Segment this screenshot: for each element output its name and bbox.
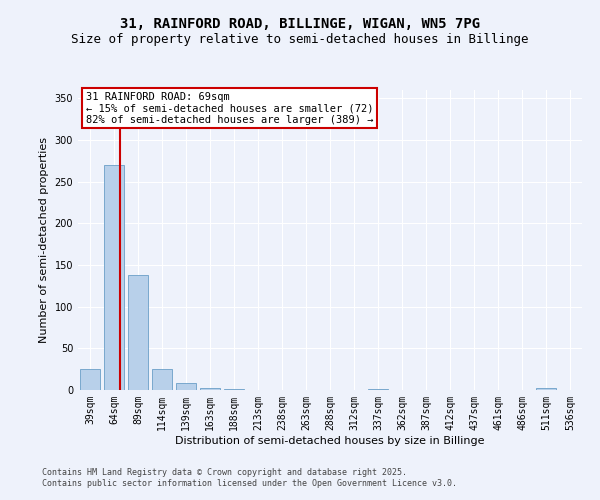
Y-axis label: Number of semi-detached properties: Number of semi-detached properties [39,137,49,343]
Bar [128,275,148,390]
Bar [536,388,556,390]
Bar [200,388,220,390]
Bar [80,369,100,390]
X-axis label: Distribution of semi-detached houses by size in Billinge: Distribution of semi-detached houses by … [175,436,485,446]
Bar [368,389,388,390]
Text: 31 RAINFORD ROAD: 69sqm
← 15% of semi-detached houses are smaller (72)
82% of se: 31 RAINFORD ROAD: 69sqm ← 15% of semi-de… [86,92,373,124]
Text: Size of property relative to semi-detached houses in Billinge: Size of property relative to semi-detach… [71,32,529,46]
Bar [176,384,196,390]
Bar [152,369,172,390]
Bar [104,165,124,390]
Bar [224,389,244,390]
Text: 31, RAINFORD ROAD, BILLINGE, WIGAN, WN5 7PG: 31, RAINFORD ROAD, BILLINGE, WIGAN, WN5 … [120,18,480,32]
Text: Contains HM Land Registry data © Crown copyright and database right 2025.
Contai: Contains HM Land Registry data © Crown c… [42,468,457,487]
